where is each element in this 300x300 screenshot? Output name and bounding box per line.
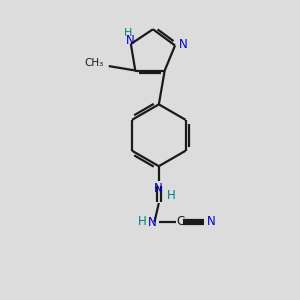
Text: H: H bbox=[124, 28, 133, 38]
Text: N: N bbox=[207, 215, 215, 228]
Text: H: H bbox=[138, 215, 146, 228]
Text: CH₃: CH₃ bbox=[84, 58, 104, 68]
Text: C: C bbox=[176, 215, 185, 228]
Text: N: N bbox=[179, 38, 188, 51]
Text: N: N bbox=[148, 216, 156, 229]
Text: H: H bbox=[167, 189, 176, 202]
Text: N: N bbox=[154, 182, 163, 195]
Text: N: N bbox=[126, 34, 135, 47]
